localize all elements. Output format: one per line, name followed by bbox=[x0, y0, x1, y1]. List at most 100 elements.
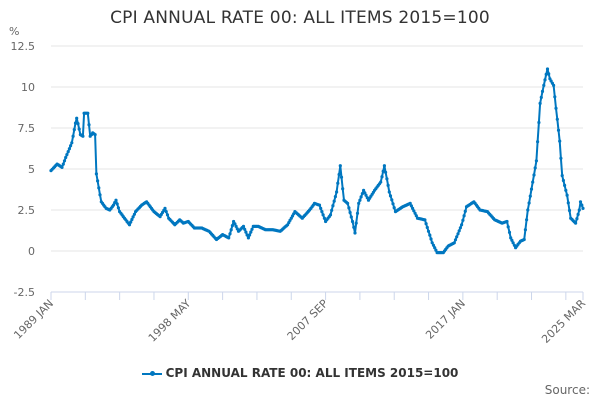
data-point[interactable] bbox=[547, 72, 551, 76]
data-point[interactable] bbox=[554, 106, 558, 110]
data-point[interactable] bbox=[363, 191, 367, 195]
data-point[interactable] bbox=[509, 236, 513, 240]
data-point[interactable] bbox=[392, 206, 396, 210]
data-point[interactable] bbox=[540, 89, 545, 93]
data-point[interactable] bbox=[532, 173, 536, 177]
data-point[interactable] bbox=[116, 206, 120, 210]
data-point[interactable] bbox=[81, 134, 85, 138]
data-point[interactable] bbox=[510, 238, 514, 242]
data-point[interactable] bbox=[385, 177, 389, 181]
data-point[interactable] bbox=[338, 164, 342, 168]
data-point[interactable] bbox=[558, 139, 562, 143]
data-point[interactable] bbox=[505, 219, 509, 224]
data-point[interactable] bbox=[456, 232, 460, 236]
data-point[interactable] bbox=[428, 233, 432, 237]
data-point[interactable] bbox=[94, 172, 98, 176]
data-point[interactable] bbox=[348, 210, 352, 215]
data-point[interactable] bbox=[536, 140, 540, 144]
data-point[interactable] bbox=[576, 212, 580, 216]
data-point[interactable] bbox=[575, 217, 579, 221]
data-point[interactable] bbox=[463, 209, 467, 213]
data-point[interactable] bbox=[241, 224, 246, 228]
data-point[interactable] bbox=[539, 95, 543, 99]
data-point[interactable] bbox=[561, 178, 566, 183]
data-point[interactable] bbox=[523, 228, 528, 232]
data-point[interactable] bbox=[408, 201, 412, 205]
data-point[interactable] bbox=[411, 206, 415, 210]
data-point[interactable] bbox=[71, 134, 75, 138]
data-point[interactable] bbox=[353, 231, 357, 235]
data-point[interactable] bbox=[528, 194, 532, 198]
data-point[interactable] bbox=[129, 220, 133, 224]
data-point[interactable] bbox=[565, 193, 569, 197]
data-point[interactable] bbox=[86, 111, 90, 115]
data-point[interactable] bbox=[115, 202, 119, 206]
data-point[interactable] bbox=[341, 187, 345, 191]
data-point[interactable] bbox=[409, 204, 413, 208]
data-point[interactable] bbox=[114, 198, 118, 202]
data-point[interactable] bbox=[245, 233, 249, 237]
data-point[interactable] bbox=[529, 187, 534, 191]
data-point[interactable] bbox=[321, 213, 325, 217]
data-point[interactable] bbox=[381, 169, 385, 173]
data-point[interactable] bbox=[339, 175, 344, 179]
data-point[interactable] bbox=[430, 241, 434, 245]
data-point[interactable] bbox=[358, 198, 362, 202]
data-point[interactable] bbox=[96, 179, 100, 183]
data-point[interactable] bbox=[543, 78, 547, 82]
data-point[interactable] bbox=[243, 227, 247, 231]
data-point[interactable] bbox=[566, 201, 570, 205]
data-point[interactable] bbox=[425, 225, 429, 230]
data-point[interactable] bbox=[331, 204, 335, 208]
data-point[interactable] bbox=[537, 120, 541, 125]
data-point[interactable] bbox=[249, 230, 253, 234]
data-point[interactable] bbox=[347, 206, 351, 210]
data-point[interactable] bbox=[391, 202, 395, 206]
data-point[interactable] bbox=[544, 72, 548, 76]
data-point[interactable] bbox=[333, 195, 337, 199]
data-point[interactable] bbox=[423, 218, 427, 222]
data-point[interactable] bbox=[319, 206, 323, 210]
data-point[interactable] bbox=[388, 194, 393, 198]
data-point[interactable] bbox=[248, 233, 252, 237]
data-point[interactable] bbox=[317, 203, 322, 207]
data-point[interactable] bbox=[506, 225, 510, 229]
data-point[interactable] bbox=[412, 209, 416, 213]
data-point[interactable] bbox=[564, 188, 568, 192]
data-point[interactable] bbox=[64, 155, 68, 160]
data-point[interactable] bbox=[337, 172, 341, 177]
data-point[interactable] bbox=[164, 210, 168, 214]
data-point[interactable] bbox=[65, 153, 69, 157]
data-point[interactable] bbox=[413, 211, 417, 215]
data-point[interactable] bbox=[75, 116, 79, 120]
data-point[interactable] bbox=[127, 223, 132, 227]
data-point[interactable] bbox=[452, 241, 456, 245]
data-point[interactable] bbox=[132, 212, 136, 216]
data-point[interactable] bbox=[322, 216, 326, 220]
data-point[interactable] bbox=[574, 221, 578, 225]
data-point[interactable] bbox=[414, 214, 418, 218]
data-point[interactable] bbox=[552, 83, 556, 87]
data-point[interactable] bbox=[165, 213, 170, 217]
data-point[interactable] bbox=[87, 123, 91, 127]
data-point[interactable] bbox=[335, 190, 339, 194]
data-point[interactable] bbox=[67, 147, 71, 151]
data-point[interactable] bbox=[461, 218, 465, 222]
data-point[interactable] bbox=[581, 206, 585, 210]
data-point[interactable] bbox=[384, 170, 388, 174]
data-point[interactable] bbox=[62, 159, 67, 163]
data-point[interactable] bbox=[163, 206, 167, 210]
data-point[interactable] bbox=[387, 190, 391, 194]
data-point[interactable] bbox=[61, 162, 65, 166]
data-point[interactable] bbox=[69, 144, 73, 148]
data-point[interactable] bbox=[382, 164, 386, 168]
data-point[interactable] bbox=[232, 219, 236, 224]
data-point[interactable] bbox=[235, 227, 239, 231]
data-point[interactable] bbox=[534, 159, 539, 163]
data-point[interactable] bbox=[526, 208, 530, 212]
data-point[interactable] bbox=[365, 196, 369, 200]
data-point[interactable] bbox=[60, 165, 64, 169]
data-point[interactable] bbox=[390, 198, 394, 202]
data-point[interactable] bbox=[111, 203, 116, 207]
data-point[interactable] bbox=[228, 232, 232, 236]
